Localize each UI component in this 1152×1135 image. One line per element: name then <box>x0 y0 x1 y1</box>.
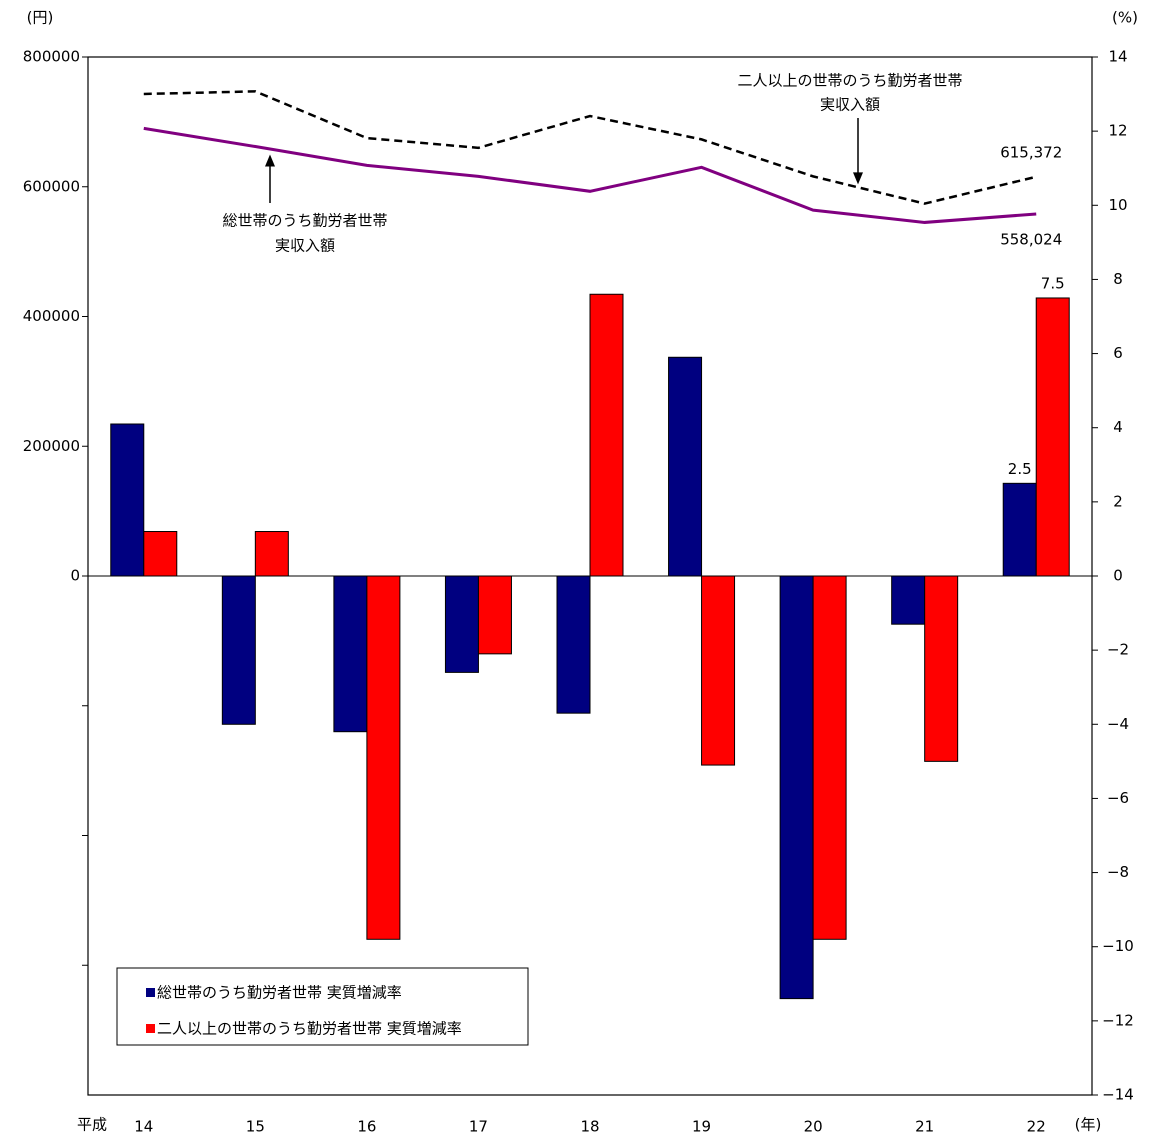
bar <box>143 531 178 577</box>
annotation-arrowhead <box>265 154 275 167</box>
y2-tick-label: −4 <box>1107 715 1129 733</box>
y2-tick-label: 0 <box>1113 567 1123 585</box>
y-unit: (円) <box>27 9 54 27</box>
legend-swatch <box>146 1024 155 1033</box>
data-label: 558,024 <box>1000 230 1062 248</box>
bar <box>556 575 591 714</box>
bar <box>333 575 368 733</box>
y-tick-label: 600000 <box>23 177 80 195</box>
y-tick-label: 800000 <box>23 48 80 66</box>
bar <box>1035 297 1070 577</box>
y-tick-label: 200000 <box>23 437 80 455</box>
x-tick-label: 17 <box>469 1118 488 1135</box>
y2-tick-label: −12 <box>1102 1011 1134 1029</box>
annotation: 総世帯のうち勤労者世帯 <box>222 212 387 230</box>
legend-box <box>116 967 529 1046</box>
data-label: 7.5 <box>1041 274 1065 292</box>
y2-tick-label: −10 <box>1102 937 1134 955</box>
bar <box>589 293 624 577</box>
legend-label: 総世帯のうち勤労者世帯 実質増減率 <box>157 984 402 1002</box>
y-tick-label: 0 <box>70 567 80 585</box>
legend-label: 二人以上の世帯のうち勤労者世帯 実質増減率 <box>157 1020 462 1038</box>
y2-tick-label: 12 <box>1108 122 1127 140</box>
x-tick-label: 15 <box>246 1118 265 1135</box>
data-label: 2.5 <box>1008 460 1032 478</box>
y2-tick-label: 10 <box>1108 196 1127 214</box>
y2-tick-label: −8 <box>1107 863 1129 881</box>
y2-tick-label: 8 <box>1113 270 1123 288</box>
bar <box>477 575 512 655</box>
legend-swatch <box>146 988 155 997</box>
bar <box>668 356 703 577</box>
bar <box>812 575 847 940</box>
bar <box>110 423 145 577</box>
y2-tick-label: 2 <box>1113 492 1123 510</box>
x-tick-label: 19 <box>692 1118 711 1135</box>
x-tick-label: 20 <box>804 1118 823 1135</box>
bar <box>254 531 289 577</box>
bar <box>1002 482 1037 577</box>
annotation-arrowhead <box>853 172 863 185</box>
bar <box>444 575 479 673</box>
x-tick-label: 16 <box>357 1118 376 1135</box>
data-label: 615,372 <box>1000 143 1062 161</box>
bar <box>779 575 814 1000</box>
line <box>143 126 1037 224</box>
annotation: 実収入額 <box>275 237 335 255</box>
y2-tick-label: 14 <box>1108 48 1127 66</box>
y2-tick-label: −2 <box>1107 641 1129 659</box>
line <box>143 90 1037 205</box>
x-tick-label: 21 <box>915 1118 934 1135</box>
y2-tick-label: 6 <box>1113 344 1123 362</box>
annotation: 実収入額 <box>820 96 880 114</box>
y2-unit: (%) <box>1112 9 1138 27</box>
y2-tick-label: 4 <box>1113 418 1123 436</box>
bar <box>924 575 959 762</box>
x-unit: (年) <box>1075 1116 1102 1134</box>
x-tick-label: 14 <box>134 1118 153 1135</box>
x-tick-label: 22 <box>1027 1118 1046 1135</box>
bar <box>701 575 736 766</box>
y2-tick-label: −6 <box>1107 789 1129 807</box>
x-prefix: 平成 <box>77 1116 107 1134</box>
y2-tick-label: −14 <box>1102 1086 1134 1104</box>
bar <box>891 575 926 625</box>
bar <box>366 575 401 940</box>
x-tick-label: 18 <box>580 1118 599 1135</box>
annotation: 二人以上の世帯のうち勤労者世帯 <box>737 72 962 90</box>
bar <box>221 575 256 725</box>
y-tick-label: 400000 <box>23 307 80 325</box>
